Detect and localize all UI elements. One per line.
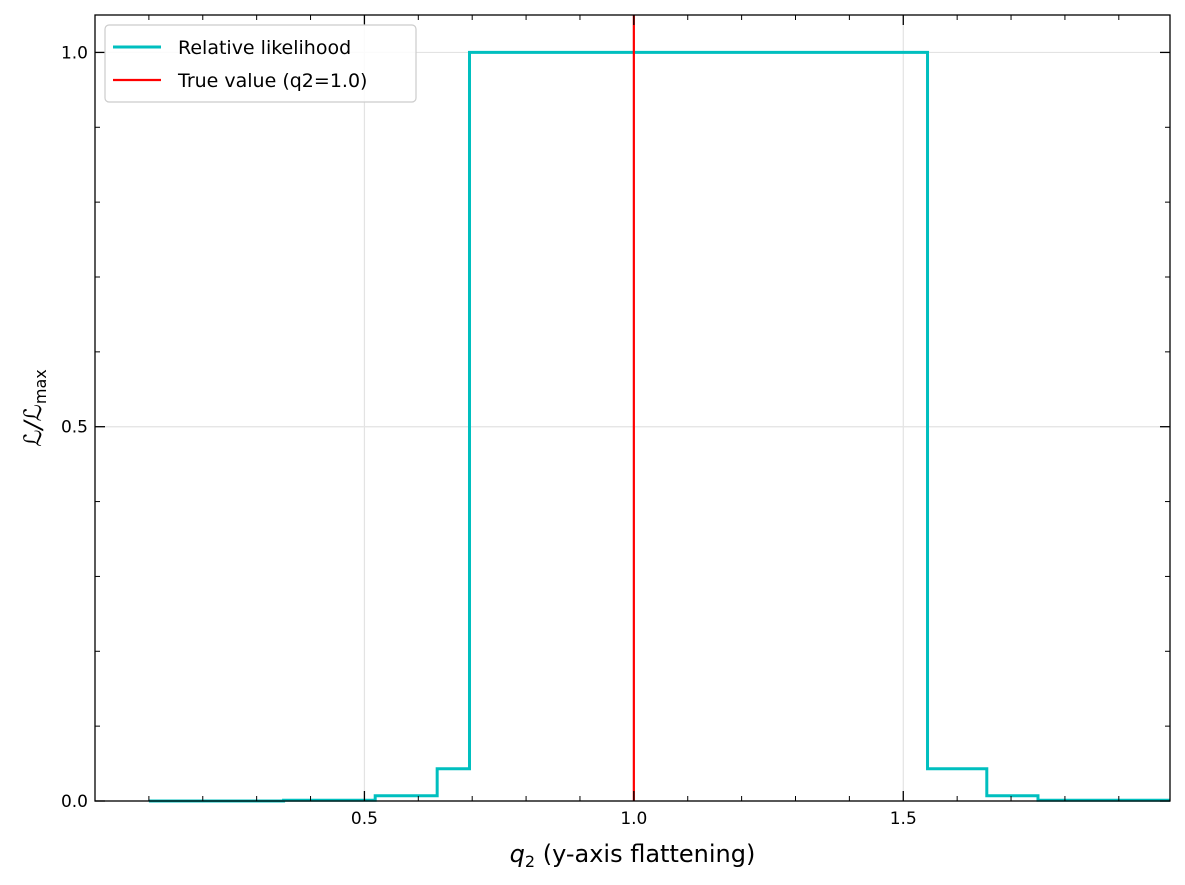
likelihood-step-line [148, 50, 1170, 803]
axis-ticks [95, 15, 1170, 802]
x-tick-label: 1.0 [620, 809, 647, 829]
y-tick-label: 0.5 [61, 418, 88, 438]
axis-labels: 0.5 1.0 1.5 0.0 0.5 1.0 q2 (y-axis flattening)… [19, 43, 917, 871]
x-tick-label: 1.5 [890, 809, 917, 829]
legend: Relative likelihood True value (q2=1.0) [104, 24, 417, 103]
x-tick-label: 0.5 [351, 809, 378, 829]
plot-frame [94, 14, 1171, 802]
legend-box [104, 24, 417, 103]
y-axis-label: ℒ/ℒmax [19, 369, 50, 447]
grid-lines [95, 15, 1170, 802]
x-axis-label: q2 (y-axis flattening) [510, 840, 756, 871]
series-layer [148, 15, 1170, 803]
legend-label: True value (q2=1.0) [177, 70, 367, 92]
legend-label: Relative likelihood [178, 37, 351, 59]
y-tick-label: 1.0 [61, 43, 88, 63]
y-tick-label: 0.0 [61, 792, 88, 812]
